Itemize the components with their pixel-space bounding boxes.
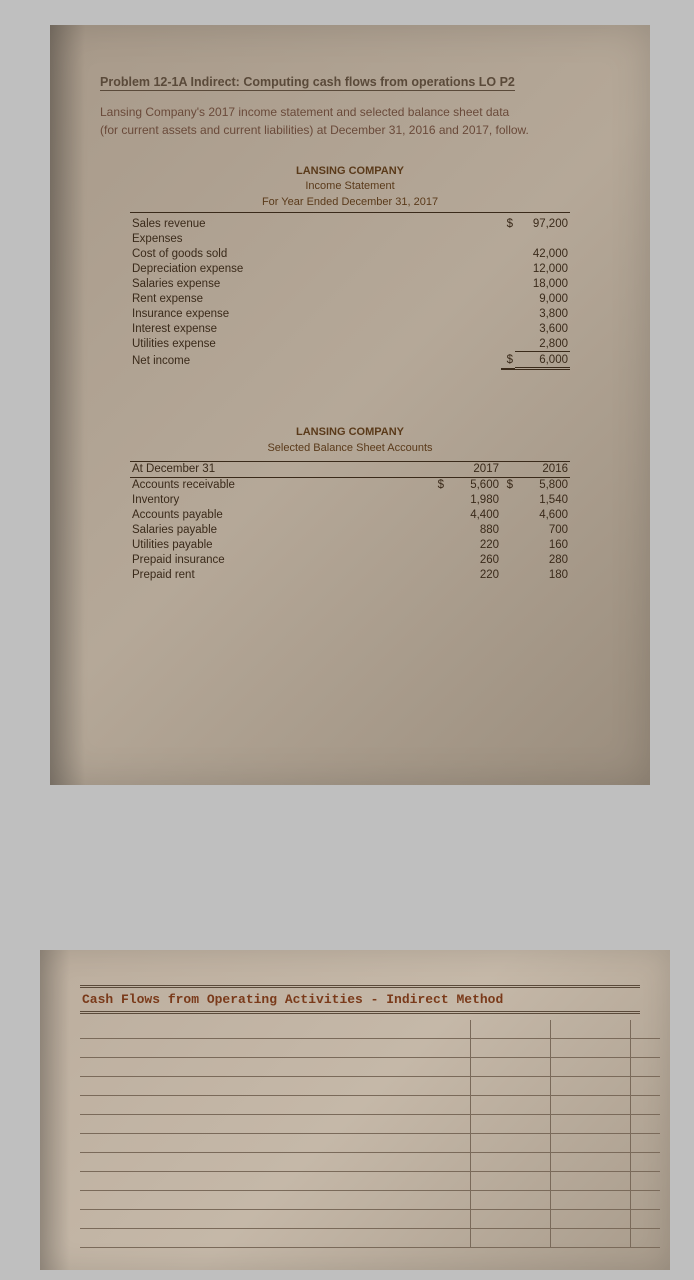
table-row: Utilities expense 2,800 [130,336,570,352]
statement-title: Selected Balance Sheet Accounts [267,442,432,454]
table-row: Interest expense 3,600 [130,321,570,336]
ledger-row [80,1115,660,1134]
line-label: Accounts payable [130,508,432,523]
line-label: Insurance expense [130,306,501,321]
value-2016: 700 [515,523,570,538]
table-row: Sales revenue $ 97,200 [130,216,570,231]
ledger-row [80,1134,660,1153]
ledger-grid [80,1020,660,1248]
ledger-row [80,1172,660,1191]
problem-description: Lansing Company's 2017 income statement … [100,103,600,139]
line-value: 2,800 [515,336,570,352]
line-value: 9,000 [515,291,570,306]
line-label: Accounts receivable [130,477,432,493]
line-value: 97,200 [515,216,570,231]
ledger-row [80,1191,660,1210]
ledger-row [80,1058,660,1077]
worksheet-page: Cash Flows from Operating Activities - I… [40,950,670,1270]
table-row: Insurance expense 3,800 [130,306,570,321]
balance-sheet-table: At December 31 2017 2016 Accounts receiv… [130,461,570,583]
line-value: 18,000 [515,276,570,291]
currency-symbol: $ [501,352,515,369]
desc-line-2: (for current assets and current liabilit… [100,123,529,137]
table-row: Salaries payable 880 700 [130,523,570,538]
header-label: At December 31 [130,461,432,477]
col-2016: 2016 [515,461,570,477]
value-2016: 280 [515,553,570,568]
line-value: 3,600 [515,321,570,336]
line-value: 42,000 [515,246,570,261]
cashflow-title: Cash Flows from Operating Activities - I… [80,985,640,1014]
textbook-page: Problem 12-1A Indirect: Computing cash f… [50,25,650,785]
line-value: 12,000 [515,261,570,276]
currency-symbol: $ [501,216,515,231]
table-header-row: At December 31 2017 2016 [130,461,570,477]
value-2017: 260 [446,553,501,568]
company-name: LANSING COMPANY [296,165,404,177]
desc-line-1: Lansing Company's 2017 income statement … [100,105,509,119]
table-row: Rent expense 9,000 [130,291,570,306]
table-row: Cost of goods sold 42,000 [130,246,570,261]
value-2017: 1,980 [446,493,501,508]
value-2017: 220 [446,568,501,583]
line-label: Cost of goods sold [130,246,501,261]
ledger-row [80,1077,660,1096]
line-label: Net income [130,352,501,369]
table-row: Accounts receivable $ 5,600 $ 5,800 [130,477,570,493]
line-value: 3,800 [515,306,570,321]
table-row: Expenses [130,231,570,246]
ledger-row [80,1039,660,1058]
table-row: Prepaid insurance 260 280 [130,553,570,568]
line-label: Depreciation expense [130,261,501,276]
ledger-row [80,1096,660,1115]
line-value: 6,000 [515,352,570,369]
balance-sheet-header: LANSING COMPANY Selected Balance Sheet A… [130,425,570,458]
value-2016: 160 [515,538,570,553]
value-2016: 1,540 [515,493,570,508]
company-name: LANSING COMPANY [296,426,404,438]
value-2017: 5,600 [446,477,501,493]
table-row: Depreciation expense 12,000 [130,261,570,276]
line-label: Salaries expense [130,276,501,291]
table-row: Salaries expense 18,000 [130,276,570,291]
statement-period: For Year Ended December 31, 2017 [262,196,438,208]
table-row: Accounts payable 4,400 4,600 [130,508,570,523]
statement-title: Income Statement [305,180,394,192]
table-row: Prepaid rent 220 180 [130,568,570,583]
value-2017: 220 [446,538,501,553]
line-label: Inventory [130,493,432,508]
income-statement-header: LANSING COMPANY Income Statement For Yea… [130,164,570,213]
line-label: Prepaid rent [130,568,432,583]
line-label: Utilities payable [130,538,432,553]
line-label: Prepaid insurance [130,553,432,568]
income-statement-table: Sales revenue $ 97,200 Expenses Cost of … [130,216,570,370]
table-row: Net income $ 6,000 [130,352,570,369]
income-statement: LANSING COMPANY Income Statement For Yea… [130,164,570,370]
problem-title: Problem 12-1A Indirect: Computing cash f… [100,75,515,91]
value-2016: 4,600 [515,508,570,523]
ledger-row [80,1229,660,1248]
value-2017: 4,400 [446,508,501,523]
line-label: Interest expense [130,321,501,336]
ledger-row [80,1210,660,1229]
line-label: Utilities expense [130,336,501,352]
line-label: Rent expense [130,291,501,306]
line-label: Salaries payable [130,523,432,538]
line-label: Sales revenue [130,216,501,231]
currency-symbol: $ [501,477,515,493]
table-row: Utilities payable 220 160 [130,538,570,553]
ledger-row [80,1020,660,1039]
value-2016: 180 [515,568,570,583]
currency-symbol: $ [432,477,446,493]
balance-sheet: LANSING COMPANY Selected Balance Sheet A… [130,425,570,583]
value-2016: 5,800 [515,477,570,493]
ledger-row [80,1153,660,1172]
table-row: Inventory 1,980 1,540 [130,493,570,508]
line-label: Expenses [130,231,501,246]
value-2017: 880 [446,523,501,538]
col-2017: 2017 [446,461,501,477]
